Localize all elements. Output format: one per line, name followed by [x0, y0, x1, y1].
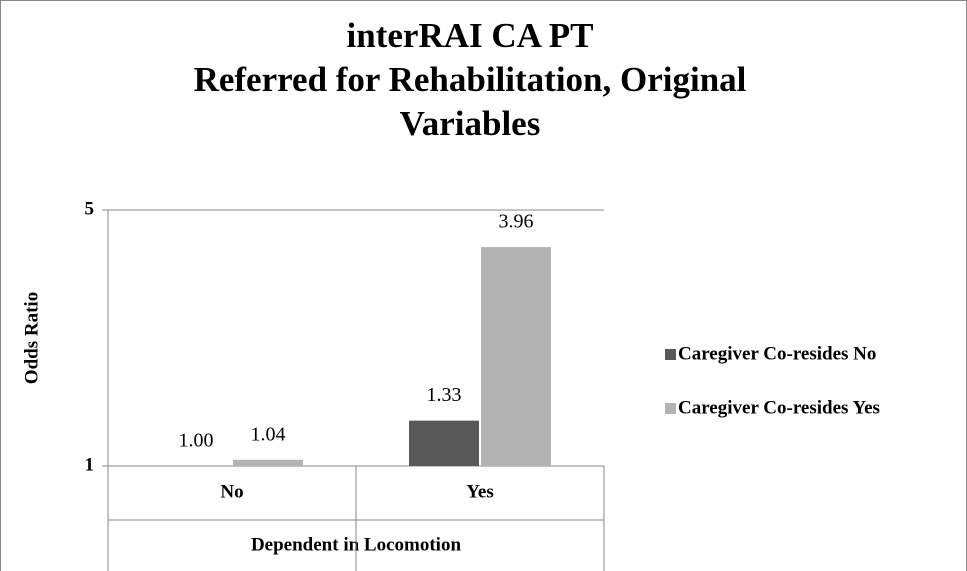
- data-label: 1.33: [427, 384, 462, 406]
- x-tick-label: No: [220, 481, 243, 502]
- legend-label: Caregiver Co-resides Yes: [678, 397, 880, 418]
- data-label: 1.04: [251, 423, 286, 445]
- chart-title: interRAI CA PT: [346, 16, 594, 55]
- legend-swatch: [665, 349, 676, 360]
- bar: [233, 459, 303, 466]
- y-tick-label: 5: [85, 198, 95, 219]
- y-tick-label: 1: [85, 454, 95, 475]
- bar: [481, 247, 551, 466]
- x-tick-label: Yes: [466, 481, 493, 502]
- legend-swatch: [665, 403, 676, 414]
- data-label: 1.00: [179, 430, 214, 452]
- bar: [409, 420, 479, 466]
- data-label: 3.96: [499, 211, 534, 233]
- y-axis-title: Odds Ratio: [21, 292, 42, 384]
- legend-label: Caregiver Co-resides No: [678, 343, 876, 364]
- title-block: interRAI CA PT Referred for Rehabilitati…: [160, 14, 780, 146]
- chart-subtitle: Referred for Rehabilitation, Original Va…: [193, 60, 747, 143]
